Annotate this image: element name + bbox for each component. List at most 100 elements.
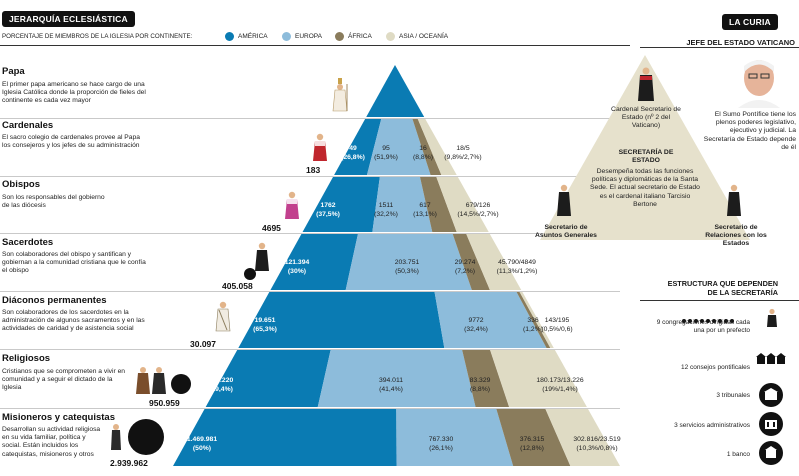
general-affairs-secretary-icon <box>557 184 571 216</box>
value-europa-cardenales: 95 (51,9%) <box>374 145 398 161</box>
row-desc-misioneros: Desarrollan su actividad religiosa en su… <box>2 426 101 458</box>
structure-divider <box>640 300 799 301</box>
legend-label-europa: EUROPA <box>295 33 322 40</box>
structure-item-congregations: 9 congregaciones dirigidas cada una por … <box>656 319 750 334</box>
bank-icon <box>759 441 783 465</box>
row-title-obispos: Obispos <box>2 179 41 190</box>
pyramid-segment-asia <box>466 234 522 290</box>
row-divider <box>0 349 620 350</box>
row-total-misioneros: 2.939.962 <box>110 458 148 468</box>
value-asia-diaconos: 143/195 (0,5%/0,6) <box>541 317 573 333</box>
administrative-services-icon <box>759 412 783 436</box>
pyramid-segment-asia <box>490 350 587 407</box>
row-total-diaconos: 30.097 <box>190 339 216 349</box>
row-divider <box>0 291 620 292</box>
pyramid-segment-europa <box>317 350 476 407</box>
pyramid-segment-africa <box>452 234 490 290</box>
pyramid-segment-asia <box>417 119 457 175</box>
pyramid-segment-asia <box>545 409 620 466</box>
value-america-sacerdotes: 121.394 (30%) <box>284 259 310 275</box>
legend-label-africa: ÁFRICA <box>348 33 372 40</box>
secretaria-title: SECRETARÍA DE ESTADO <box>618 149 674 165</box>
row-divider <box>0 118 620 119</box>
value-asia-sacerdotes: 45.790/4849 (11,3%/1,2%) <box>496 259 538 275</box>
value-america-religiosos: 280.220 (29,4%) <box>208 377 234 393</box>
section-title: JERARQUÍA ECLESIÁSTICA <box>2 11 135 27</box>
row-desc-obispos: Son los responsables del gobierno de las… <box>2 194 105 210</box>
legend-swatch-europa <box>282 32 291 41</box>
value-asia-obispos: 679/126 (14,5%/2,7%) <box>457 202 499 218</box>
deacon-figure-icon <box>215 301 231 332</box>
secretaria-desc: Desempeña todas las funciones políticas … <box>590 168 700 208</box>
row-desc-religiosos: Cristianos que se comprometen a vivir en… <box>2 368 126 392</box>
state-relations-secretary-icon <box>727 184 741 216</box>
pyramid-segment-africa <box>516 292 551 348</box>
pyramid-segment-america <box>334 119 382 175</box>
value-europa-sacerdotes: 203.751 (50,3%) <box>394 259 420 275</box>
row-total-cardenales: 183 <box>306 165 321 175</box>
general-affairs-caption: Secretario de Asuntos Generales <box>535 224 597 240</box>
religious-figures-icon <box>136 367 191 394</box>
row-desc-papa: El primer papa americano se hace cargo d… <box>2 81 146 105</box>
missionaries-figures-icon <box>111 419 164 455</box>
legend-label-asia: ASIA / OCEANÍA <box>399 33 449 40</box>
value-africa-religiosos: 83.329 (8,8%) <box>469 377 491 393</box>
value-africa-obispos: 617 (13,1%) <box>413 202 437 218</box>
curia-triangle <box>540 55 750 240</box>
value-africa-sacerdotes: 29.274 (7,2%) <box>454 259 476 275</box>
pyramid-segment-africa <box>412 119 442 175</box>
value-america-cardenales: 49 (26,8%) <box>341 145 365 161</box>
row-total-religiosos: 950.959 <box>149 398 180 408</box>
curia-title: LA CURIA <box>722 14 778 30</box>
value-africa-cardenales: 16 (8,8%) <box>412 145 434 161</box>
cardinal-secretary-icon <box>638 67 654 101</box>
row-title-misioneros: Misioneros y catequistas <box>2 412 115 423</box>
row-title-cardenales: Cardenales <box>2 120 54 131</box>
bishop-figure-icon <box>285 191 299 219</box>
pyramid-segment-africa <box>462 350 510 407</box>
value-asia-misioneros: 302.816/23.519 (10,3%/0,8%) <box>573 436 621 452</box>
row-total-obispos: 4695 <box>262 223 281 233</box>
state-relations-caption: Secretario de Relaciones con los Estados <box>705 224 767 248</box>
value-europa-misioneros: 767.330 (26,1%) <box>428 436 454 452</box>
prefect-figure-icon <box>767 308 777 327</box>
tribunals-icon <box>759 383 783 407</box>
row-divider <box>0 408 620 409</box>
value-asia-cardenales: 18/5 (9,8%/2,7%) <box>444 145 482 161</box>
curia-divider <box>640 47 799 48</box>
curia-subtitle: JEFE DEL ESTADO VATICANO <box>686 38 795 47</box>
value-africa-misioneros: 376.315 (12,8%) <box>519 436 545 452</box>
row-title-papa: Papa <box>2 66 25 77</box>
pyramid-segment-africa <box>496 409 571 466</box>
cardinal-figure-icon <box>313 133 327 161</box>
congregations-dots <box>682 310 736 328</box>
legend-label-america: AMÉRICA <box>238 33 268 40</box>
councils-buildings-icon <box>756 353 786 364</box>
value-america-diaconos: 19.651 (65,3%) <box>253 317 277 333</box>
row-title-religiosos: Religiosos <box>2 353 51 364</box>
row-desc-sacerdotes: Son colaboradores del obispo y santifica… <box>2 251 146 275</box>
legend-swatch-africa <box>335 32 344 41</box>
structure-item-bank: 1 banco <box>726 451 750 458</box>
pyramid-segment-america <box>302 177 380 232</box>
pope-figure-icon <box>332 78 348 112</box>
row-total-sacerdotes: 405.058 <box>222 281 253 291</box>
value-europa-diaconos: 9772 (32,4%) <box>464 317 488 333</box>
cardinal-caption: Cardenal Secretario de Estado (nº 2 del … <box>611 106 681 130</box>
pope-portrait-icon <box>728 52 790 108</box>
pyramid-segment-america <box>270 234 358 290</box>
pyramid-segment-europa <box>396 409 514 466</box>
legend-swatch-america <box>225 32 234 41</box>
pyramid-segment-europa <box>366 119 431 175</box>
row-divider <box>0 176 620 177</box>
pyramid-segment-asia <box>519 292 554 348</box>
pyramid-segment-europa <box>372 177 433 232</box>
value-america-misioneros: 1.469.981 (50%) <box>186 436 218 452</box>
pyramid-segment-europa <box>434 292 547 348</box>
pyramid-segment-europa <box>345 234 472 290</box>
row-title-sacerdotes: Sacerdotes <box>2 237 54 248</box>
header-divider <box>0 45 630 46</box>
structure-title: ESTRUCTURA QUE DEPENDEN DE LA SECRETARÍA <box>667 279 778 297</box>
priest-figure-icon <box>244 242 269 280</box>
value-europa-obispos: 1511 (32,2%) <box>374 202 398 218</box>
